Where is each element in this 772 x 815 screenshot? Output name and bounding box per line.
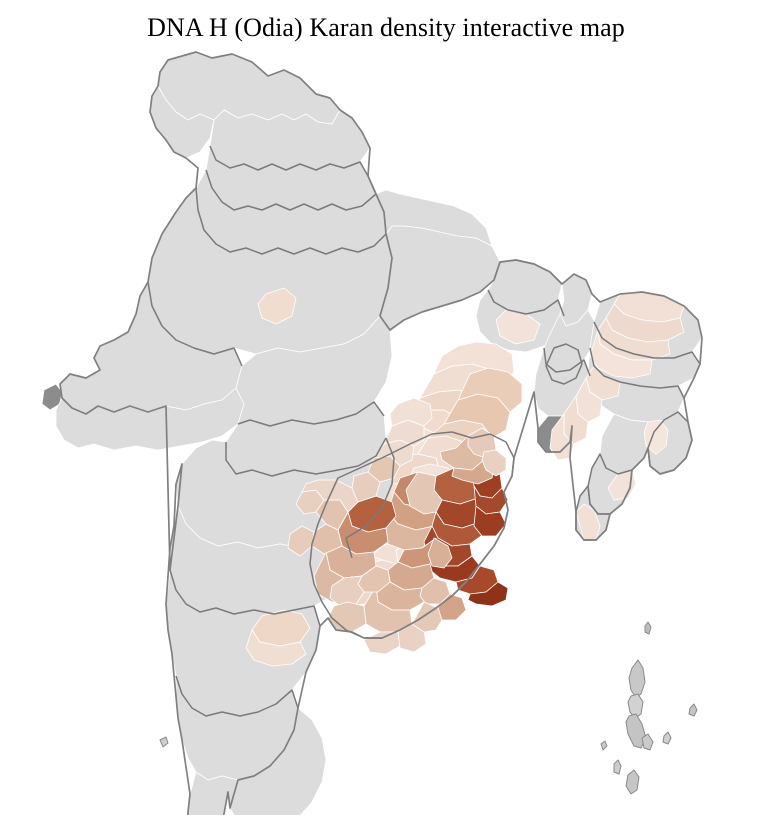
map-layer-country-outline xyxy=(60,52,702,815)
map-svg[interactable] xyxy=(0,48,772,815)
page-title: DNA H (Odia) Karan density interactive m… xyxy=(147,13,625,42)
map-layer-no-data-districts xyxy=(42,52,702,815)
map-layer-high-density-districts xyxy=(288,398,508,654)
india-choropleth-map[interactable] xyxy=(0,48,772,815)
andaman-nicobar-islands xyxy=(159,621,698,795)
